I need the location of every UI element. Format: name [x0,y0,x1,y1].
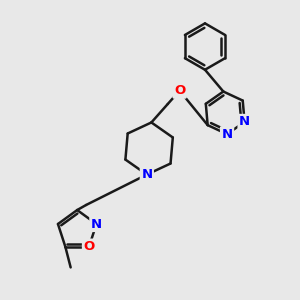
Text: N: N [239,116,250,128]
Text: N: N [91,218,102,230]
Text: O: O [83,240,95,253]
Text: N: N [221,128,233,141]
Text: N: N [141,168,152,181]
Text: O: O [174,84,185,97]
